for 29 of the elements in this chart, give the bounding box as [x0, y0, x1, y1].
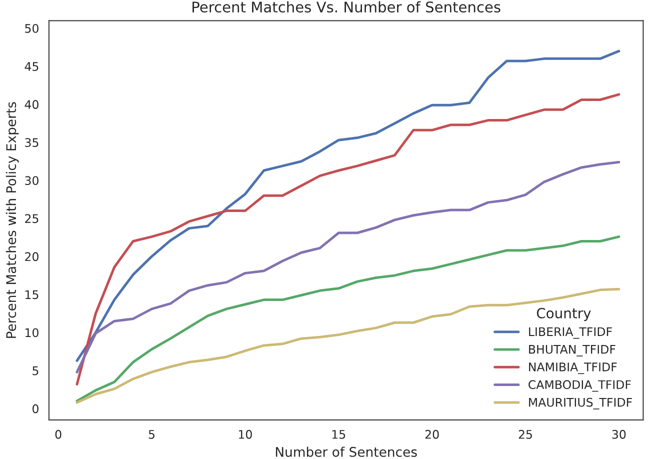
- line-series: [76, 50, 620, 362]
- y-tick-label: 45: [24, 62, 38, 71]
- y-tick-label: 20: [25, 252, 38, 262]
- y-tick-label: 5: [32, 366, 38, 376]
- legend-title: Country: [536, 308, 591, 322]
- x-tick-label: 30: [612, 430, 626, 439]
- legend-label: MAURITIUS_TFIDF: [529, 398, 632, 410]
- y-tick-label: 10: [26, 328, 38, 338]
- y-tick-label: 30: [25, 176, 38, 186]
- x-tick-label: 20: [425, 430, 439, 439]
- legend-label: BHUTAN_TFIDF: [529, 345, 616, 356]
- y-axis-title: Percent Matches with Policy Experts: [6, 102, 19, 338]
- x-tick-label: 25: [518, 430, 532, 439]
- y-tick-label: 0: [32, 404, 38, 414]
- y-tick-label: 15: [26, 290, 38, 300]
- x-tick-label: 10: [238, 430, 252, 439]
- x-tick-label: 5: [148, 430, 154, 439]
- x-axis-title: Number of Sentences: [276, 446, 417, 457]
- x-tick-label: 0: [55, 430, 62, 439]
- legend-label: CAMBODIA_TFIDF: [528, 380, 631, 392]
- legend-label: NAMIBIA_TFIDF: [529, 362, 617, 374]
- y-tick-label: 40: [24, 100, 38, 109]
- chart-title: Percent Matches Vs. Number of Sentences: [192, 1, 500, 13]
- legend-label: LIBERIA_TFIDF: [529, 327, 612, 339]
- y-tick-label: 25: [25, 214, 38, 224]
- x-tick-label: 15: [332, 430, 346, 439]
- y-tick-label: 50: [25, 24, 38, 33]
- y-tick-label: 35: [25, 138, 38, 148]
- line-series: [76, 160, 620, 374]
